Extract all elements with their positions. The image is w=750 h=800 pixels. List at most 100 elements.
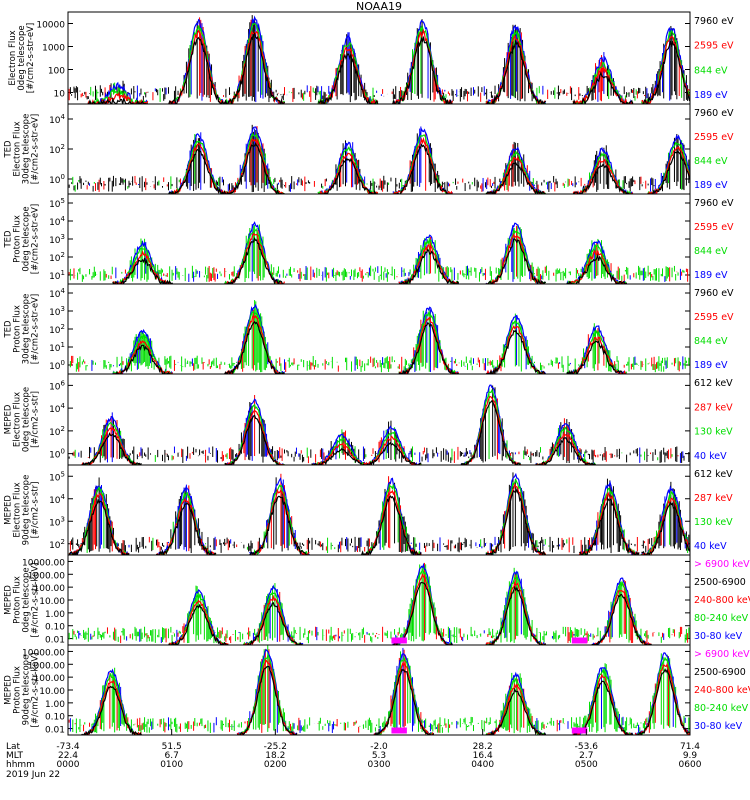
series-trace — [485, 585, 547, 645]
series-trace — [243, 594, 304, 645]
x-tick-label: 16.4 — [473, 751, 493, 761]
legend-entry: 612 keV — [694, 469, 733, 480]
legend-entry: 189 eV — [694, 270, 728, 281]
series-trace — [566, 329, 628, 374]
y-tick-label: 100.00 — [34, 674, 66, 684]
series-trace — [318, 157, 378, 194]
series-trace — [224, 320, 285, 374]
series-trace — [485, 161, 546, 194]
legend-entry: > 6900 keV — [694, 559, 750, 570]
series-trace — [392, 143, 453, 194]
series-trace — [224, 31, 286, 104]
y-tick-label: 102 — [49, 425, 65, 438]
panel-7: 0.01 0.10 1.00 10.00 100.00 1000.00 10000.00 ME… — [4, 554, 750, 646]
series-trace — [81, 679, 142, 735]
series-trace — [311, 447, 372, 465]
x-tick-label: 22.4 — [58, 751, 78, 761]
series-trace — [168, 36, 229, 104]
y-axis-label: MEPED — [4, 404, 14, 434]
series-trace — [641, 490, 690, 555]
legend-entry: 130 keV — [694, 517, 733, 528]
series-trace — [317, 52, 379, 104]
legend-entry: 844 eV — [694, 65, 728, 76]
series-trace — [398, 322, 459, 374]
series-trace — [112, 258, 173, 284]
y-tick-label: 100 — [49, 448, 65, 461]
legend-entry: 844 eV — [694, 336, 728, 347]
y-axis-label: TED — [4, 320, 14, 339]
series-trace — [485, 687, 547, 735]
series-trace — [249, 495, 310, 555]
legend-entry: > 6900 keV — [694, 649, 750, 660]
series-trace — [579, 498, 640, 555]
series-trace — [168, 148, 229, 194]
series-trace — [168, 603, 229, 645]
legend-entry: 240-800 keV — [694, 685, 750, 696]
series-trace — [112, 250, 173, 284]
y-tick-label: 106 — [49, 379, 65, 392]
series-trace — [224, 303, 286, 374]
legend-entry: 40 keV — [694, 451, 727, 462]
y-tick-label: 104 — [49, 287, 65, 300]
x-axis-row-label: MLT — [6, 751, 24, 761]
legend-entry: 2500-6900 — [694, 577, 746, 588]
panel-4: 100 101 102 103 104 TED Proton Flux 30deg teles… — [4, 283, 734, 375]
x-tick-label: 5.3 — [372, 751, 386, 761]
y-tick-label: 0.10 — [45, 623, 65, 633]
legend-entry: 7960 eV — [694, 108, 734, 119]
legend-entry: 287 keV — [694, 402, 733, 413]
series-trace — [249, 488, 310, 555]
series-trace — [81, 672, 142, 735]
series-trace — [572, 71, 634, 104]
series-trace — [486, 155, 546, 194]
x-tick-label: 0500 — [575, 760, 598, 770]
legend-entry: 7960 eV — [694, 198, 734, 209]
y-axis-label: 30deg telescope — [22, 114, 32, 185]
y-axis-label: [#/cm2-s-str-keV] — [31, 563, 41, 638]
series-trace — [361, 477, 422, 555]
series-trace — [361, 495, 422, 555]
panel-6: 102 103 104 105 MEPED Electron Flux 90deg tele… — [4, 464, 733, 556]
y-tick-label: 1000.00 — [28, 571, 65, 581]
legend-entry: 240-800 keV — [694, 595, 750, 606]
series-trace — [87, 86, 149, 104]
series-trace — [373, 668, 435, 735]
panel-2: 100 102 104 TED Electron Flux 30deg telescope… — [4, 103, 734, 195]
y-axis-label: 0deg telescope — [22, 567, 32, 632]
series-trace — [591, 593, 652, 645]
series-trace — [566, 336, 627, 374]
series-trace — [68, 498, 130, 555]
y-axis-label: [#/cm2-s-str-eV] — [31, 114, 41, 184]
y-axis-label: Proton Flux — [13, 305, 23, 353]
legend-entry: 2595 eV — [694, 132, 734, 143]
series-trace — [566, 249, 627, 284]
y-tick-label: 10000.00 — [22, 558, 65, 568]
legend-entry: 130 keV — [694, 427, 733, 438]
legend-entry: 844 eV — [694, 246, 728, 257]
legend-entry: 7960 eV — [694, 16, 734, 27]
y-axis-label: TED — [4, 140, 14, 159]
y-tick-label: 0.01 — [45, 636, 65, 646]
y-tick-label: 102 — [49, 251, 65, 264]
y-tick-label: 1.00 — [45, 700, 65, 710]
series-trace — [641, 501, 690, 555]
series-trace — [81, 668, 142, 735]
series-trace — [572, 163, 633, 194]
y-axis-label: 30deg telescope — [22, 294, 32, 365]
y-tick-label: 10.00 — [39, 687, 65, 697]
y-tick-label: 103 — [49, 515, 65, 528]
legend-entry: 612 keV — [694, 378, 733, 389]
y-tick-label: 102 — [49, 143, 65, 156]
y-tick-label: 102 — [49, 538, 65, 551]
series-trace — [535, 423, 596, 465]
y-axis-label: [#/cm2-s-str-eV] — [31, 294, 41, 364]
y-axis-label: [#/cm2-s-str] — [31, 482, 41, 539]
y-tick-label: 10 — [54, 90, 66, 100]
series-trace — [535, 437, 596, 465]
x-tick-label: 2.7 — [579, 751, 593, 761]
y-tick-label: 0.01 — [45, 726, 65, 736]
y-tick-label: 100 — [49, 359, 65, 372]
series-trace — [486, 482, 547, 555]
series-trace — [361, 441, 422, 465]
series-trace — [236, 665, 298, 735]
